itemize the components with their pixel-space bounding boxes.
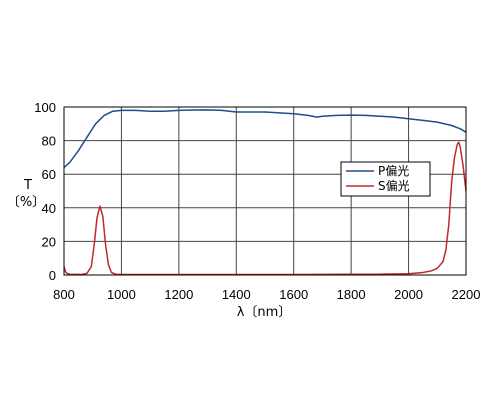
x-tick-label: 1400 bbox=[222, 287, 251, 302]
y-axis-label-top: T bbox=[23, 178, 32, 193]
y-tick-label: 40 bbox=[42, 201, 56, 216]
plot-frame bbox=[63, 106, 467, 276]
x-tick-label: 1200 bbox=[164, 287, 193, 302]
legend-box bbox=[340, 161, 431, 197]
legend: P偏光 S偏光 bbox=[340, 161, 431, 197]
x-tick-label: 2200 bbox=[452, 287, 481, 302]
y-axis-label-bottom: 〔%〕 bbox=[7, 195, 45, 210]
p-polarization-line bbox=[63, 109, 467, 169]
y-tick-label: 80 bbox=[42, 134, 56, 149]
x-tick-label: 1600 bbox=[279, 287, 308, 302]
x-tick-label: 1000 bbox=[107, 287, 136, 302]
legend-label-s: S偏光 bbox=[378, 178, 410, 193]
x-axis-label: λ〔nm〕 bbox=[237, 305, 292, 320]
x-tick-label: 2000 bbox=[394, 287, 423, 302]
x-tick-label: 1800 bbox=[337, 287, 366, 302]
x-tick-label: 800 bbox=[53, 287, 75, 302]
tick-labels: 800 1000 1200 1400 1600 1800 2000 2200 0 20 40 60 80… bbox=[34, 100, 480, 302]
y-tick-label: 0 bbox=[49, 268, 56, 283]
y-tick-label: 20 bbox=[42, 234, 56, 249]
y-tick-label: 60 bbox=[42, 167, 56, 182]
y-tick-label: 100 bbox=[34, 100, 56, 115]
legend-label-p: P偏光 bbox=[378, 163, 409, 178]
